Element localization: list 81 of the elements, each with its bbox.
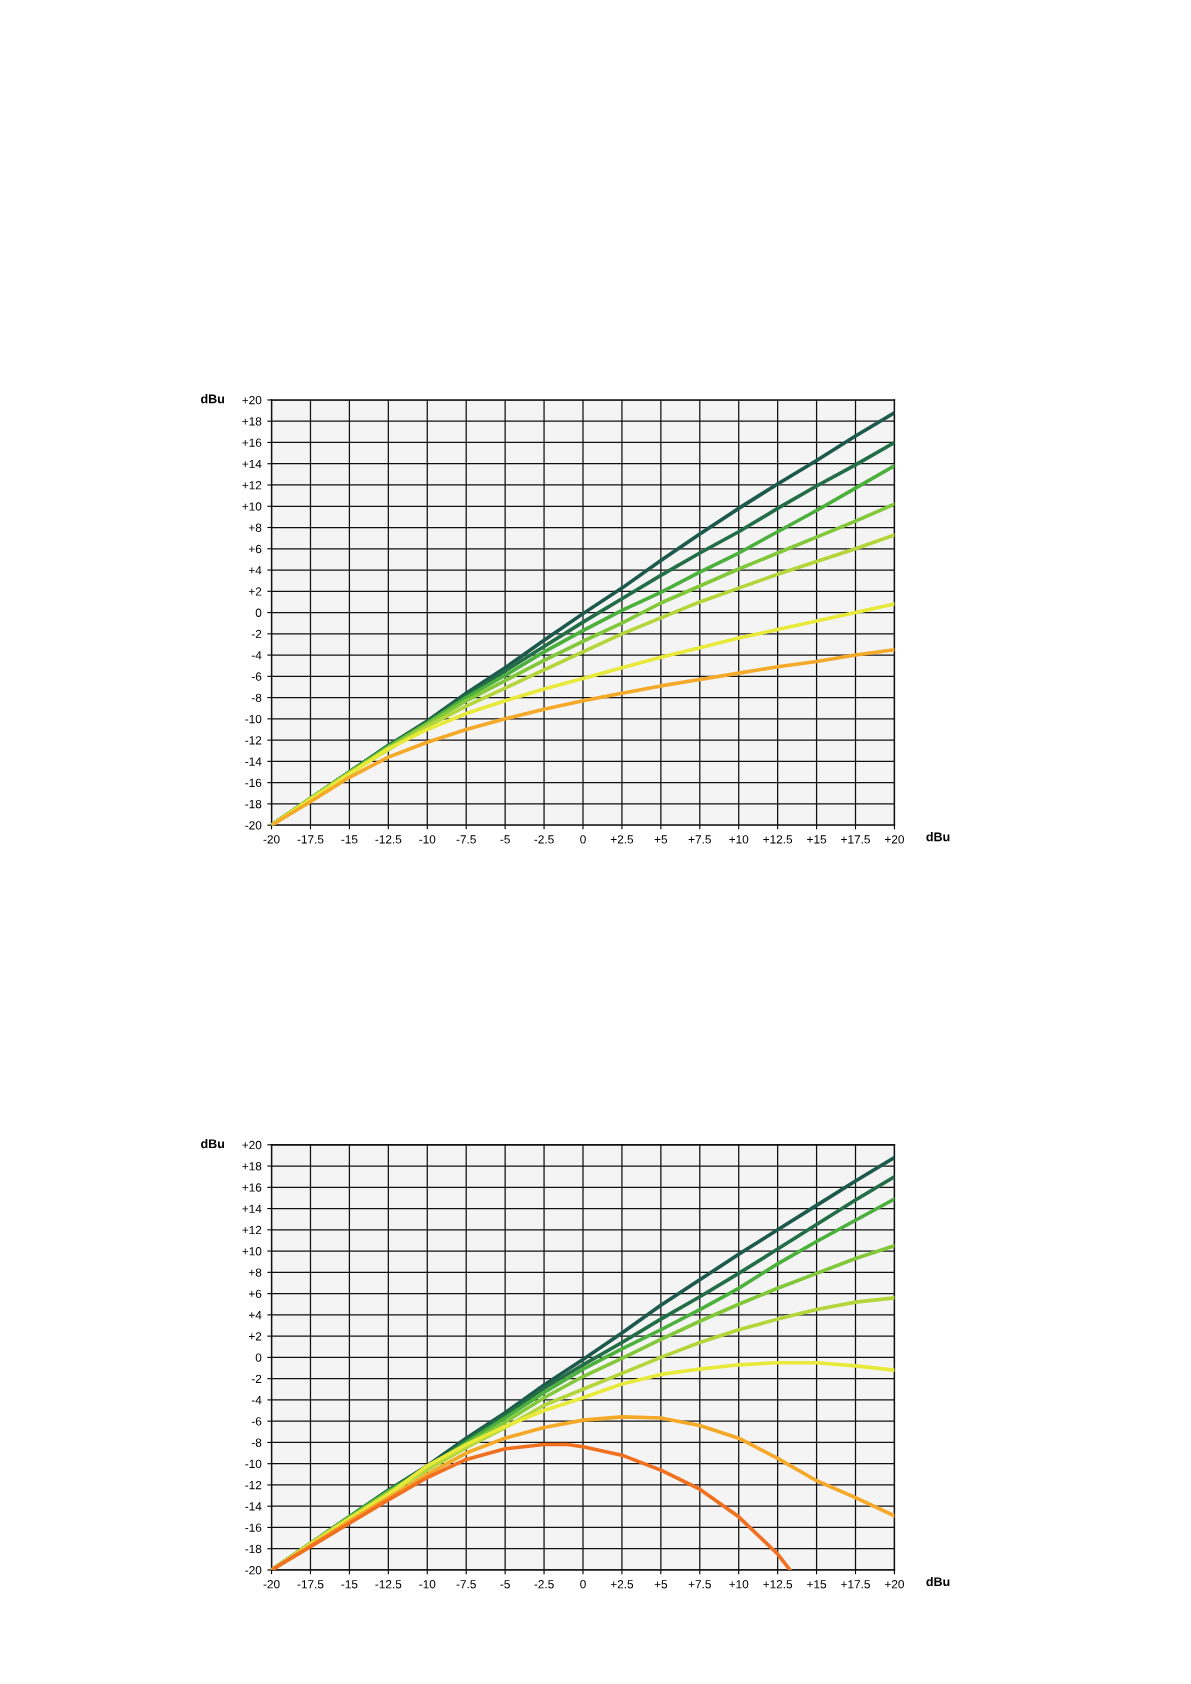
y-tick-label: +14 [242, 1204, 262, 1213]
y-tick-label: 0 [255, 1353, 262, 1362]
x-tick-label: -10 [419, 1580, 436, 1589]
x-tick-label: -5 [500, 1580, 510, 1589]
x-tick-label: +15 [807, 1580, 827, 1589]
y-tick-label: +16 [242, 1183, 262, 1192]
x-tick-label: +12.5 [763, 1580, 793, 1589]
y-tick-label: -20 [245, 821, 262, 830]
y-tick-label: +20 [242, 1140, 262, 1150]
y-tick-label: -16 [245, 1523, 262, 1532]
x-tick-label: -7.5 [456, 1580, 476, 1589]
x-tick-label: -12.5 [375, 835, 402, 844]
x-tick-label: -20 [263, 835, 280, 844]
y-tick-label: +14 [242, 459, 262, 469]
y-tick-label: -18 [245, 799, 262, 809]
y-tick-label: -4 [251, 651, 262, 660]
x-tick-label: -17.5 [297, 1580, 324, 1589]
x-tick-label: -12.5 [375, 1580, 402, 1589]
y-tick-label: +6 [248, 544, 262, 554]
y-tick-label: -10 [245, 714, 262, 724]
x-tick-label: +15 [807, 835, 827, 844]
y-tick-label: +8 [248, 523, 262, 532]
y-tick-label: +18 [242, 417, 262, 426]
y-axis-title: dBu [201, 394, 225, 404]
y-tick-label: +4 [248, 1311, 262, 1320]
x-tick-label: -17.5 [297, 835, 324, 844]
x-tick-label: -10 [419, 835, 436, 844]
y-tick-label: -2 [251, 629, 262, 639]
y-tick-label: +2 [248, 1332, 262, 1341]
x-tick-label: +2.5 [610, 1580, 634, 1589]
x-axis-title: dBu [926, 1576, 950, 1587]
y-tick-label: +4 [248, 566, 262, 575]
x-tick-label: +2.5 [610, 835, 634, 844]
x-tick-label: +20 [885, 1580, 904, 1589]
y-tick-label: -16 [245, 778, 262, 788]
y-tick-label: -10 [245, 1459, 262, 1469]
x-tick-label: +7.5 [688, 835, 711, 844]
x-tick-label: +7.5 [688, 1580, 711, 1589]
x-tick-label: +20 [885, 835, 904, 844]
y-tick-label: -8 [251, 1438, 262, 1447]
y-tick-label: +8 [248, 1268, 262, 1277]
y-tick-label: -18 [245, 1544, 262, 1554]
y-tick-label: -20 [245, 1566, 262, 1575]
x-axis-title: dBu [926, 832, 950, 842]
y-tick-label: +20 [242, 395, 262, 405]
x-tick-label: +17.5 [841, 1580, 870, 1589]
x-tick-label: +10 [729, 835, 749, 844]
y-tick-label: -14 [245, 1502, 262, 1511]
x-tick-label: +17.5 [841, 835, 870, 844]
y-tick-label: +10 [242, 502, 262, 511]
x-tick-label: -15 [341, 835, 358, 844]
x-tick-label: +5 [654, 835, 668, 844]
line-series [271, 1442, 792, 1570]
y-tick-label: +18 [242, 1162, 262, 1171]
y-tick-label: -4 [251, 1396, 262, 1405]
x-tick-label: -2.5 [534, 835, 554, 844]
y-tick-label: +12 [242, 481, 262, 490]
x-tick-label: -15 [341, 1580, 358, 1589]
x-tick-label: +10 [729, 1580, 749, 1589]
y-tick-label: -14 [245, 757, 262, 766]
y-tick-label: -2 [251, 1374, 262, 1383]
y-axis-title: dBu [201, 1138, 225, 1149]
x-tick-label: -5 [500, 835, 510, 844]
y-tick-label: +12 [242, 1225, 262, 1235]
x-tick-label: -2.5 [534, 1580, 554, 1589]
y-tick-label: -12 [245, 736, 262, 745]
x-tick-label: 0 [580, 1580, 586, 1589]
y-tick-label: +2 [248, 587, 262, 596]
y-tick-label: -6 [251, 1417, 262, 1426]
x-tick-label: -20 [263, 1580, 280, 1589]
y-tick-label: +6 [248, 1289, 262, 1298]
y-tick-label: 0 [255, 608, 262, 617]
y-tick-label: +10 [242, 1247, 262, 1256]
y-tick-label: -12 [245, 1480, 262, 1490]
x-tick-label: -7.5 [456, 835, 476, 844]
x-tick-label: 0 [580, 835, 586, 844]
y-tick-label: +16 [242, 438, 262, 447]
y-tick-label: -8 [251, 693, 262, 702]
x-tick-label: +5 [654, 1580, 668, 1589]
y-tick-label: -6 [251, 672, 262, 681]
x-tick-label: +12.5 [763, 835, 793, 844]
